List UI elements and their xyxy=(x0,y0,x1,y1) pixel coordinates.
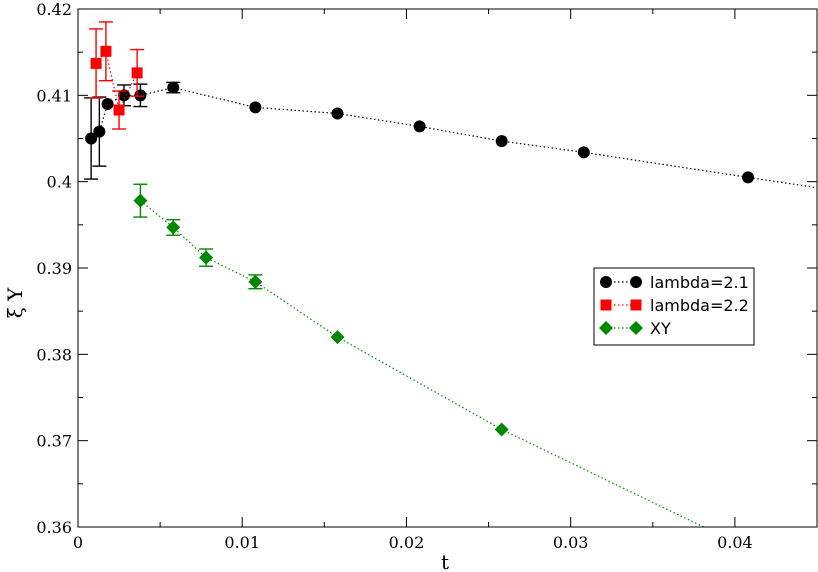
series-line xyxy=(95,49,138,112)
data-point xyxy=(330,330,345,345)
data-point xyxy=(413,120,426,133)
y-tick-label: 0.42 xyxy=(36,0,72,19)
y-tick-label: 0.37 xyxy=(36,432,72,451)
data-point xyxy=(494,422,509,437)
series-line xyxy=(140,200,704,527)
data-point xyxy=(101,97,114,110)
data-point xyxy=(742,171,755,184)
legend-marker xyxy=(630,276,642,288)
y-tick-label: 0.41 xyxy=(36,86,72,105)
series-XY xyxy=(133,183,704,527)
y-tick-label: 0.36 xyxy=(36,518,72,537)
legend-marker xyxy=(630,299,642,311)
data-point xyxy=(117,89,130,102)
x-tick-label: 0.02 xyxy=(389,533,425,552)
data-point xyxy=(248,274,263,289)
y-tick-label: 0.39 xyxy=(36,259,72,278)
legend-box xyxy=(593,267,755,346)
x-tick-label: 0.03 xyxy=(553,533,589,552)
data-point xyxy=(134,89,147,102)
series-layer xyxy=(84,21,817,527)
y-axis-title: ξ Y xyxy=(3,287,27,318)
legend: lambda=2.1 lambda=2.2 XY xyxy=(593,267,755,346)
data-point xyxy=(93,125,106,138)
x-tick-label: 0.01 xyxy=(224,533,260,552)
legend-entry: lambda=2.1 xyxy=(600,273,749,292)
data-point xyxy=(113,104,125,116)
legend-label: lambda=2.1 xyxy=(650,273,749,292)
data-point xyxy=(167,81,180,94)
legend-marker xyxy=(600,299,612,311)
data-point xyxy=(249,101,262,114)
legend-entry: XY xyxy=(599,319,671,338)
data-point xyxy=(85,132,98,145)
axis-layer: 0 0.01 0.02 0.03 0.04 0.36 0.37 0.38 0.39 0.4 0.41… xyxy=(36,0,817,552)
y-tick-label: 0.4 xyxy=(47,173,72,192)
y-tick-label: 0.38 xyxy=(36,345,72,364)
legend-marker xyxy=(629,321,643,335)
data-point xyxy=(131,67,143,79)
x-tick-label: 0.04 xyxy=(717,533,753,552)
data-point xyxy=(577,146,590,159)
series-lambda=2.2 xyxy=(89,21,145,130)
legend-label: lambda=2.2 xyxy=(650,296,749,315)
legend-entry: lambda=2.2 xyxy=(600,296,749,315)
data-point xyxy=(133,193,148,208)
data-point xyxy=(199,250,214,265)
data-point xyxy=(331,107,344,120)
legend-marker xyxy=(600,276,612,288)
x-axis-title: t xyxy=(441,550,449,572)
data-point xyxy=(100,45,112,57)
series-lambda=2.1 xyxy=(84,81,817,189)
data-point xyxy=(90,57,102,69)
data-point xyxy=(166,220,181,235)
x-tick-label: 0 xyxy=(73,533,83,552)
legend-label: XY xyxy=(650,319,671,338)
series-line xyxy=(90,86,817,189)
data-point xyxy=(495,135,508,148)
legend-marker xyxy=(599,321,613,335)
